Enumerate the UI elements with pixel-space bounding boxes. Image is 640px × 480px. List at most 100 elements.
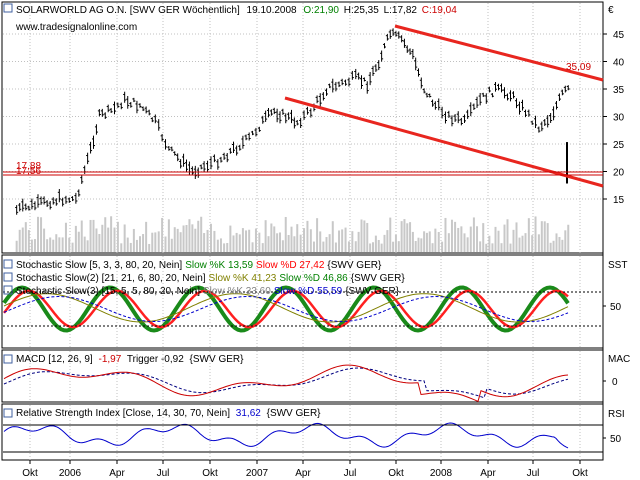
volume-bar (521, 235, 524, 252)
volume-bar (466, 237, 469, 252)
volume-bar (98, 233, 101, 252)
volume-bar (540, 221, 543, 252)
volume-bar (509, 243, 512, 252)
volume-bar (167, 219, 170, 252)
volume-bar (325, 237, 328, 252)
stoch-k-line (2, 285, 570, 333)
macd-tick-0: 0 (612, 377, 618, 388)
volume-bar (417, 237, 420, 252)
volume-bar (482, 223, 485, 252)
volume-bar (534, 216, 537, 252)
stoch-panel-icon[interactable] (3, 272, 13, 282)
volume-bar (555, 233, 558, 252)
upper-trendline (394, 24, 604, 82)
volume-bar (500, 243, 503, 252)
stoch-legend-d: Slow %D 27,42 (256, 260, 325, 271)
title-text: SOLARWORLD AG O.N. [SWV GER Wöchentlich] (16, 5, 240, 16)
volume-bar (360, 219, 363, 252)
volume-bar (479, 241, 482, 252)
volume-bar (441, 241, 444, 252)
volume-bar (328, 234, 331, 252)
volume-bar (344, 227, 347, 252)
volume-bars (15, 216, 570, 252)
stochastic-legend: Stochastic Slow [5, 3, 3, 80, 20, Nein] S… (3, 259, 405, 297)
volume-bar (303, 228, 306, 252)
macd-axis-label: MAC (608, 354, 630, 365)
volume-bar (164, 236, 167, 252)
volume-bar (191, 224, 194, 252)
macd-legend-prefix: MACD [12, 26, 9] (16, 354, 93, 365)
volume-bar (299, 234, 302, 252)
stoch-panel-icon[interactable] (3, 285, 13, 295)
volume-bar (444, 217, 447, 252)
volume-bar (567, 224, 570, 252)
volume-bar (546, 223, 549, 252)
volume-bar (226, 243, 229, 252)
volume-bar (52, 239, 55, 252)
macd-panel-icon[interactable] (3, 354, 13, 364)
stoch-legend-k: Slow %K 33,60 (203, 286, 271, 297)
price-tick-label: 40 (613, 58, 625, 69)
price-tick-label: 35 (613, 85, 625, 96)
volume-bar (258, 232, 261, 252)
volume-bar (213, 230, 216, 252)
price-tick-label: 45 (613, 30, 625, 41)
volume-bar (83, 236, 86, 252)
volume-bar (306, 220, 309, 252)
volume-bar (27, 230, 30, 252)
rsi-panel-icon[interactable] (3, 408, 13, 418)
volume-bar (354, 241, 357, 252)
volume-bar (92, 219, 95, 252)
volume-bar (564, 230, 567, 252)
x-tick-label: Jul (157, 468, 170, 479)
volume-bar (126, 237, 129, 252)
volume-bar (142, 234, 145, 252)
price-axis: 45 40 35 30 25 20 15 (603, 30, 625, 206)
volume-bar (414, 241, 417, 252)
x-tick-label: 2008 (430, 468, 453, 479)
stoch3-d-line (3, 295, 569, 323)
volume-bar (488, 235, 491, 252)
stoch-legend-k: Slow %K 41,23 (209, 273, 277, 284)
volume-bar (279, 232, 281, 252)
volume-bar (229, 225, 232, 252)
volume-bar (261, 243, 264, 252)
stoch-legend-d: Slow %D 55,59 (274, 286, 343, 297)
stoch-legend-prefix: Stochastic Slow(2) [21, 21, 6, 80, 20, N… (16, 273, 206, 284)
volume-bar (450, 219, 453, 252)
x-tick-label: 2007 (246, 468, 269, 479)
volume-bar (77, 231, 80, 252)
volume-bar (309, 229, 312, 252)
volume-bar (148, 243, 151, 252)
stoch-axis-label: SST (608, 260, 627, 271)
volume-bar (347, 241, 350, 252)
rsi-legend-value: 31,62 (236, 408, 261, 419)
volume-bar (173, 227, 176, 252)
x-tick-label: Apr (480, 468, 496, 479)
volume-bar (182, 225, 185, 252)
chart-window-icon[interactable] (3, 3, 13, 13)
volume-bar (423, 231, 426, 252)
low-text: L:17,82 (384, 5, 418, 16)
volume-bar (420, 238, 423, 252)
volume-bar (512, 229, 515, 252)
macd-legend-trigger: Trigger -0,92 (127, 354, 184, 365)
x-axis: Okt 2006 Apr Jul Okt 2007 Apr Jul Okt 2008 Apr Jul O… (22, 460, 588, 479)
volume-bar (463, 233, 466, 252)
volume-bar (80, 220, 83, 252)
volume-bar (322, 241, 325, 252)
stoch-legend-prefix: Stochastic Slow [5, 3, 3, 80, 20, Nein] (16, 260, 182, 271)
stoch-panel-icon[interactable] (3, 259, 13, 269)
volume-bar (40, 217, 43, 252)
volume-bar (497, 230, 500, 252)
volume-bar (531, 235, 534, 252)
close-text: C:19,04 (422, 5, 457, 16)
volume-bar (129, 242, 132, 252)
price-tick-label: 25 (613, 140, 625, 151)
volume-bar (518, 237, 521, 252)
volume-bar (351, 231, 354, 252)
volume-bar (331, 221, 334, 252)
volume-bar (284, 216, 287, 252)
volume-bar (374, 235, 377, 252)
volume-bar (216, 239, 219, 252)
